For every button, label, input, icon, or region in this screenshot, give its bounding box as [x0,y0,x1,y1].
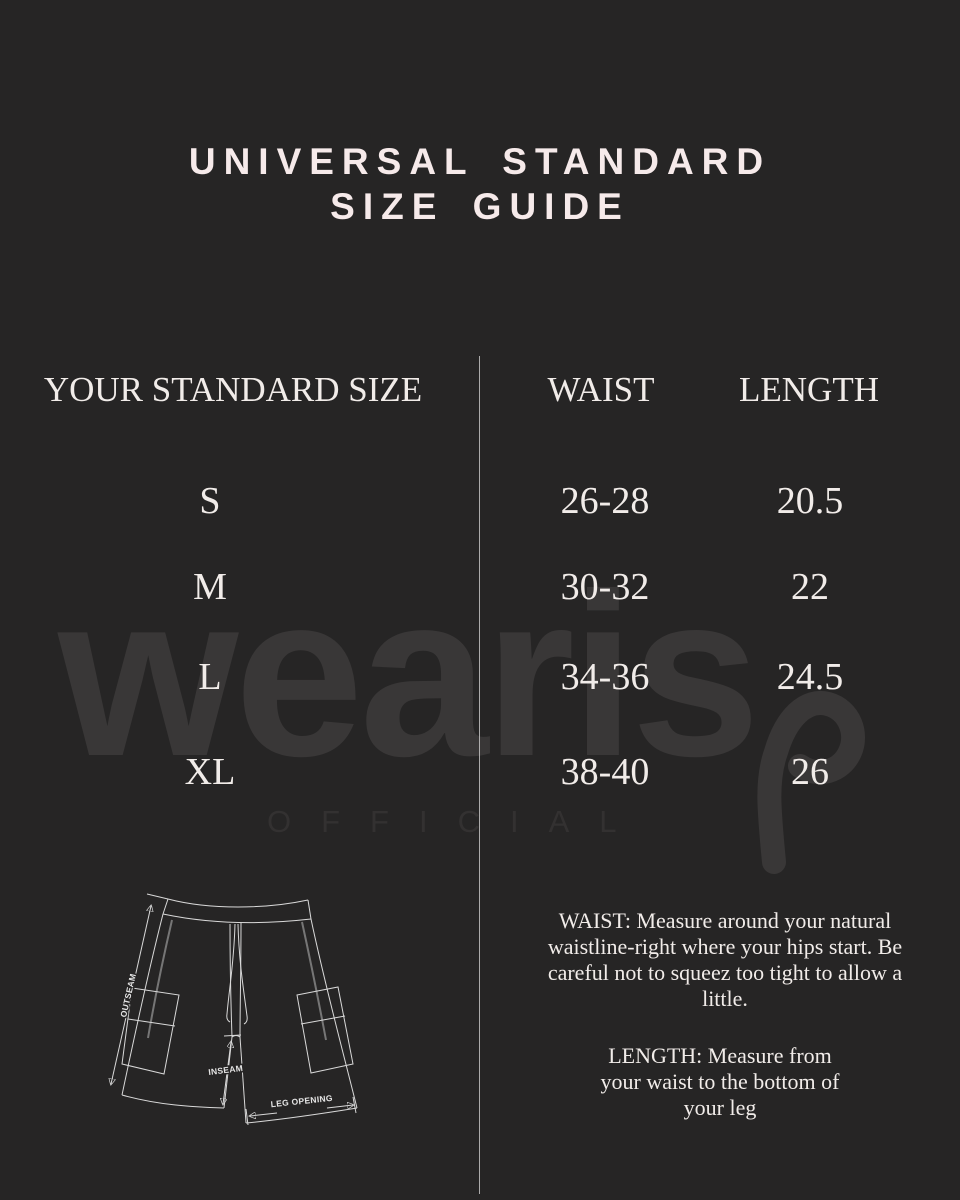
size-value: M [193,566,227,608]
waist-note: WAIST: Measure around your natural waist… [545,908,905,1012]
size-value: XL [184,751,236,793]
outseam-label: OUTSEAM [118,972,138,1018]
waist-value: 26-28 [560,480,650,522]
page-title-line2: SIZE GUIDE [330,186,630,227]
header-standard-size: YOUR STANDARD SIZE [43,370,423,409]
waist-note-line: WAIST: Measure around your natural [558,908,892,933]
waist-value: 38-40 [560,751,650,793]
waist-note-line: waistline-right where your hips start. B… [547,934,903,959]
length-value: 26 [791,751,829,793]
length-value: 20.5 [776,480,844,522]
column-divider [479,356,480,1194]
length-value: 24.5 [776,656,844,698]
brand-swoosh-icon [757,690,865,874]
length-value: 22 [791,566,829,608]
inseam-label: INSEAM [208,1063,244,1077]
shorts-measurement-diagram: OUTSEAM INSEAM LEG OPENING [80,893,358,1126]
page-title: UNIVERSAL STANDARD SIZE GUIDE [0,139,960,229]
header-length: LENGTH [739,370,879,409]
brand-watermark-subtext: OFFICIAL [267,804,647,839]
waist-note-line: careful not to squeez too tight to allow… [547,960,903,985]
size-value: S [199,480,221,522]
waist-note-line: little. [702,986,748,1011]
page-title-line1: UNIVERSAL STANDARD [188,141,772,182]
header-waist: WAIST [547,370,655,409]
brand-watermark-text: wearis [58,546,760,805]
waist-value: 30-32 [560,566,650,608]
waist-value: 34-36 [560,656,650,698]
length-note-line: your waist to the bottom of [600,1069,840,1094]
leg-opening-label: LEG OPENING [270,1093,333,1109]
length-note: LENGTH: Measure from your waist to the b… [545,1043,895,1121]
length-note-line: your leg [683,1095,757,1120]
size-value: L [198,656,222,698]
length-note-line: LENGTH: Measure from [608,1043,832,1068]
